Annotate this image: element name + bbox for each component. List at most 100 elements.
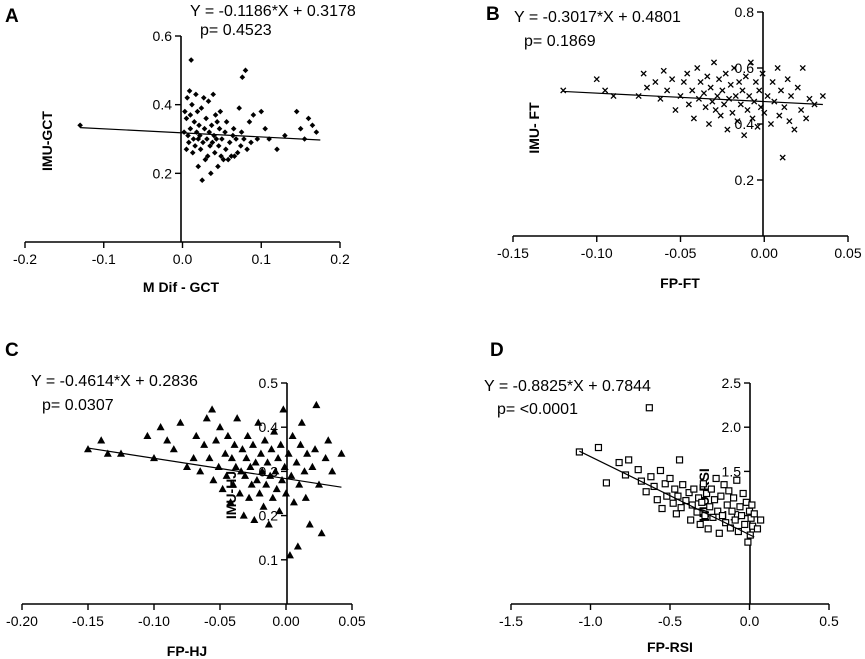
data-point <box>197 146 204 153</box>
data-point <box>653 496 661 504</box>
data-point <box>736 503 744 511</box>
data-point <box>744 538 752 546</box>
data-point <box>225 156 231 163</box>
data-point <box>337 449 346 457</box>
data-point <box>292 458 301 466</box>
data-point <box>706 503 714 511</box>
data-point <box>243 431 252 440</box>
data-point <box>246 119 253 125</box>
data-point <box>247 480 256 488</box>
data-point <box>712 106 719 114</box>
data-point <box>187 125 194 132</box>
data-point <box>594 443 603 452</box>
data-point <box>202 156 209 163</box>
data-point <box>195 163 202 170</box>
data-point <box>736 78 743 86</box>
x-tick-label: -0.10 <box>138 613 170 629</box>
data-point <box>734 118 741 125</box>
x-axis-label: FP-HJ <box>167 643 207 659</box>
data-point <box>249 440 257 448</box>
data-point <box>658 504 666 513</box>
data-point <box>293 108 300 115</box>
data-point <box>803 115 810 122</box>
data-point <box>230 440 239 448</box>
data-point <box>212 112 219 118</box>
data-point <box>215 163 221 170</box>
data-point <box>246 462 255 470</box>
data-point <box>798 106 805 114</box>
data-point <box>259 502 268 510</box>
x-tick-label: 0.2 <box>330 251 350 267</box>
x-tick-label: -0.10 <box>581 245 613 261</box>
data-point <box>223 431 232 440</box>
data-point <box>193 91 199 98</box>
data-point <box>237 143 244 149</box>
regression-line <box>579 450 755 538</box>
regression-equation: Y = -0.3017*X + 0.4801 <box>514 9 681 26</box>
data-point <box>747 59 754 66</box>
data-point <box>250 515 259 524</box>
data-point <box>728 507 736 515</box>
data-point <box>254 418 263 426</box>
panel-c: C-0.20 -0.15 -0.10 -0.05 0.00 0.050.10.20.30.… <box>5 340 366 659</box>
data-point <box>689 87 696 94</box>
y-axis-label: IMU-HJ <box>223 471 239 519</box>
data-point <box>661 480 669 488</box>
data-point <box>744 106 751 114</box>
data-point <box>806 95 813 102</box>
data-point <box>324 436 333 444</box>
data-point <box>288 431 297 440</box>
data-point <box>229 480 238 488</box>
data-point <box>206 129 213 135</box>
data-point <box>191 119 198 125</box>
data-point <box>254 136 261 142</box>
data-point <box>189 453 198 462</box>
data-point <box>183 462 191 470</box>
data-point <box>189 101 195 108</box>
data-point <box>776 112 783 119</box>
data-point <box>593 76 600 83</box>
data-point <box>267 445 276 453</box>
data-point <box>722 70 729 77</box>
y-tick-label: 0.6 <box>153 28 173 44</box>
data-point <box>84 445 92 453</box>
data-point <box>756 87 763 94</box>
data-point <box>238 445 247 453</box>
data-point <box>672 106 679 114</box>
data-point <box>182 108 188 115</box>
data-point <box>707 485 715 493</box>
data-point <box>702 104 709 111</box>
data-point <box>197 132 203 139</box>
data-point <box>739 87 746 94</box>
data-point <box>213 136 220 142</box>
data-point <box>252 476 261 484</box>
data-point <box>761 109 768 116</box>
data-point <box>634 466 642 474</box>
panel-label: D <box>490 340 504 361</box>
y-tick-label: 0.8 <box>735 4 755 20</box>
data-point <box>215 143 222 149</box>
y-axis-label: IMU- FT <box>526 102 542 154</box>
data-point <box>176 418 185 426</box>
data-point <box>262 480 271 488</box>
data-point <box>714 92 721 100</box>
data-point <box>717 492 725 500</box>
data-point <box>297 125 304 132</box>
data-point <box>699 480 707 488</box>
data-point <box>296 440 305 448</box>
data-point <box>657 95 664 102</box>
data-point <box>675 456 684 464</box>
data-point <box>169 445 178 453</box>
x-tick-label: -1.0 <box>578 613 602 629</box>
data-point <box>184 95 191 101</box>
data-point <box>647 473 655 481</box>
data-point <box>221 449 230 457</box>
data-point <box>757 104 764 111</box>
y-tick-label: 0.1 <box>259 552 279 568</box>
panel-label: B <box>486 4 500 25</box>
data-point <box>204 153 211 159</box>
data-point <box>188 57 194 63</box>
data-point <box>680 78 687 86</box>
data-point <box>241 136 247 142</box>
